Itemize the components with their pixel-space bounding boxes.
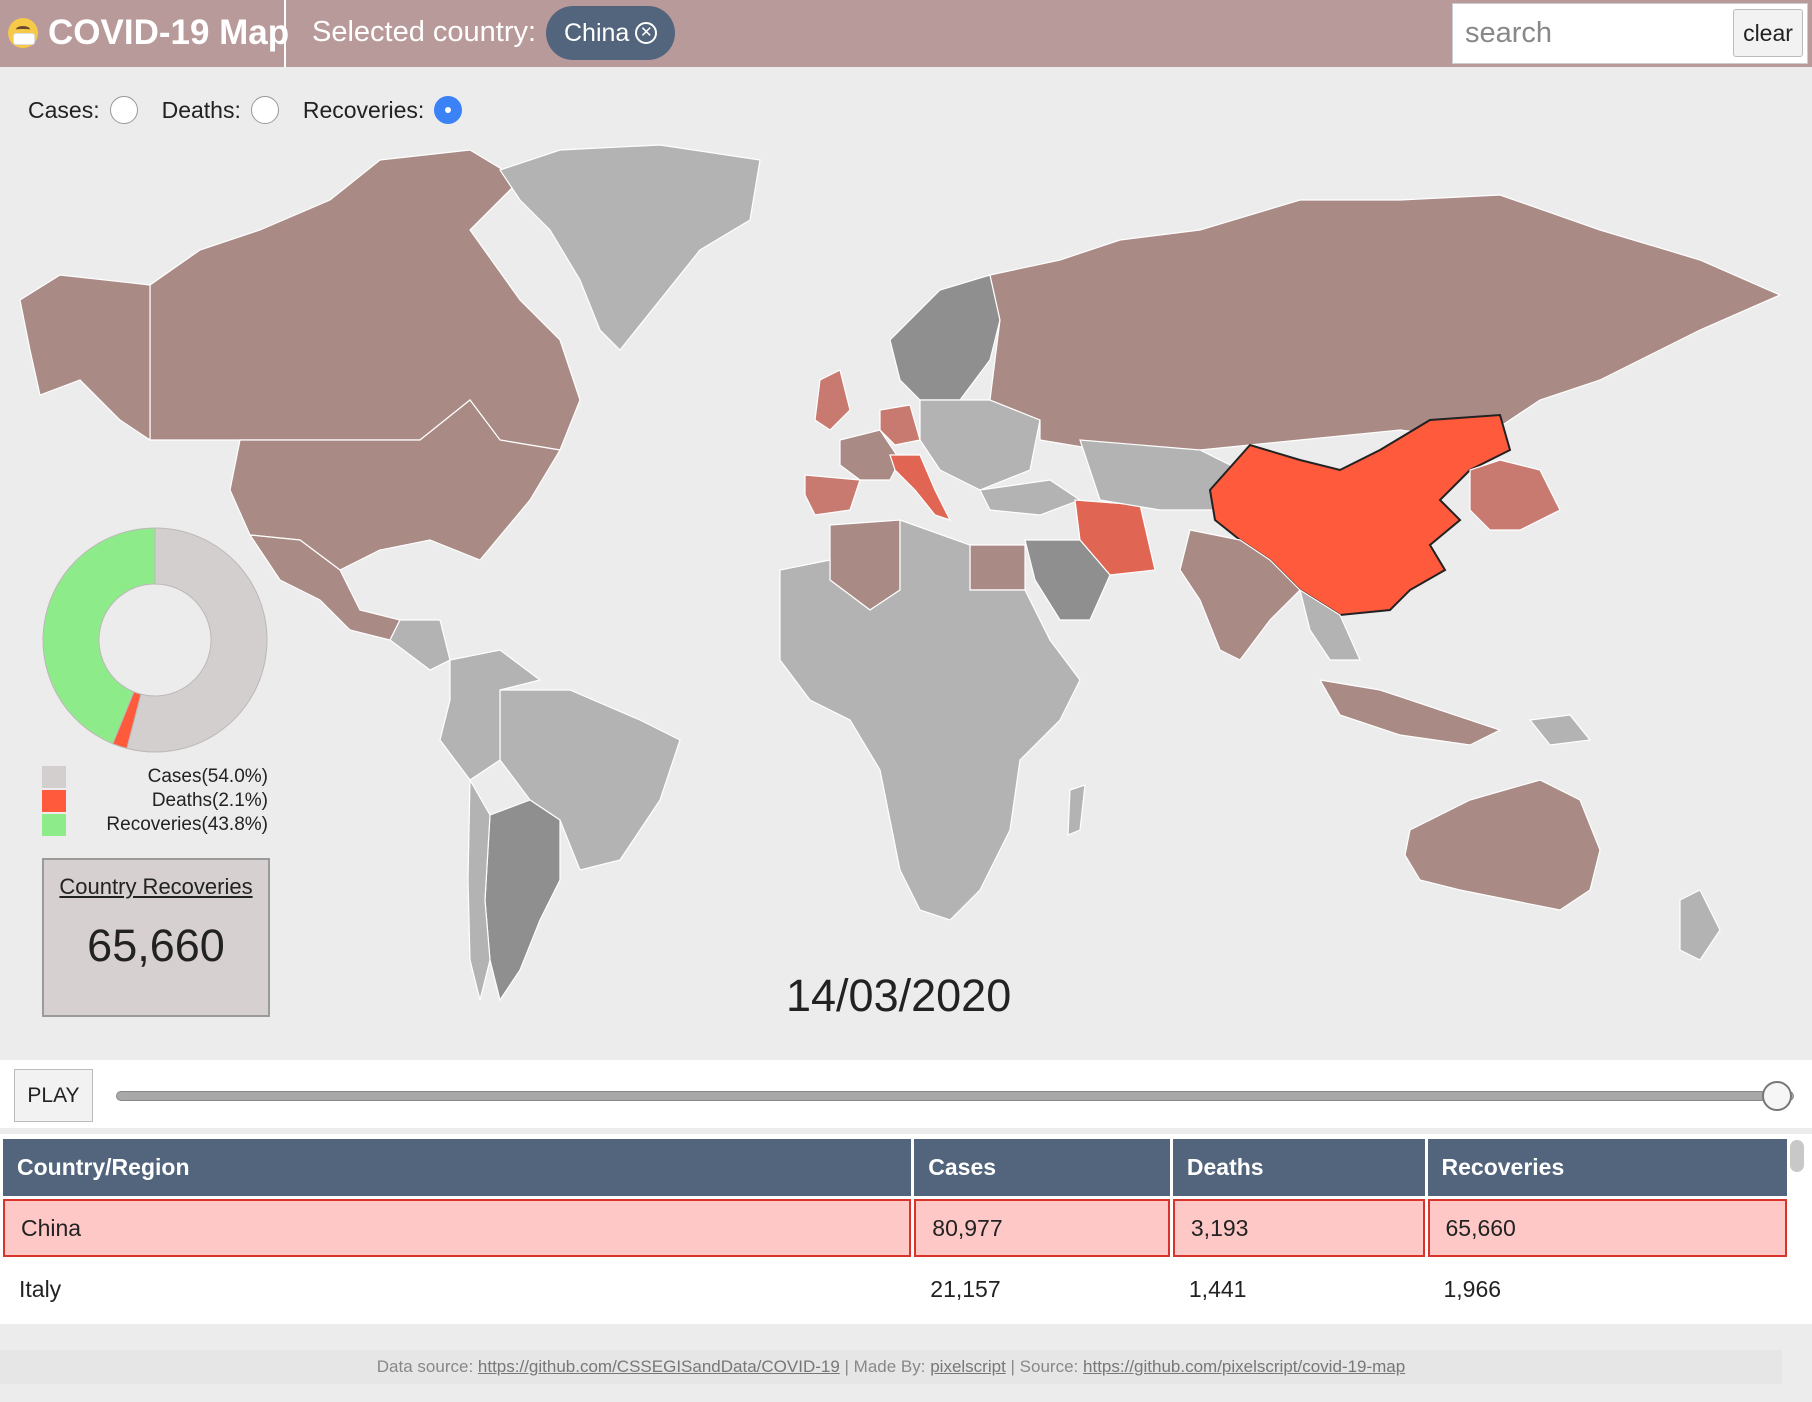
table-header-row: Country/Region Cases Deaths Recoveries	[3, 1139, 1787, 1196]
map-country-brazil[interactable]	[499, 689, 681, 871]
col-header-cases[interactable]: Cases	[914, 1139, 1170, 1196]
mode-deaths[interactable]: Deaths:	[162, 96, 279, 124]
map-country-india[interactable]	[1179, 529, 1301, 661]
map-country-alaska[interactable]	[19, 274, 151, 442]
close-icon[interactable]: ✕	[635, 22, 658, 44]
map-date: 14/03/2020	[786, 970, 1012, 1021]
map-country-italy[interactable]	[889, 454, 952, 522]
legend-label-deaths: Deaths(2.1%)	[151, 790, 268, 811]
map-country-scandinavia[interactable]	[889, 274, 1001, 401]
footer-data-source-label: Data source:	[376, 1357, 474, 1376]
donut-legend: Cases(54.0%) Deaths(2.1%) Recoveries(43.…	[42, 765, 268, 837]
search-box: clear	[1452, 3, 1808, 64]
map-country-turkey[interactable]	[979, 479, 1082, 516]
app-header: COVID-19 Map Selected country: China ✕ c…	[0, 0, 1812, 67]
mode-deaths-label: Deaths:	[161, 96, 241, 123]
map-country-argentina[interactable]	[484, 799, 561, 1002]
footer: Data source: https://github.com/CSSEGISa…	[0, 1350, 1782, 1384]
cell-recoveries: 65,660	[1427, 1199, 1787, 1257]
footer-made-by-label: | Made By:	[844, 1357, 926, 1376]
map-country-russia[interactable]	[989, 194, 1782, 451]
cell-country: China	[3, 1199, 912, 1257]
footer-made-by-link[interactable]: pixelscript	[930, 1357, 1006, 1376]
search-input[interactable]	[1453, 4, 1731, 63]
stat-title: Country Recoveries	[59, 874, 253, 899]
map-country-canada[interactable]	[149, 149, 581, 451]
mode-cases-label: Cases:	[28, 96, 100, 123]
legend-swatch-cases	[42, 766, 66, 788]
mask-face-icon	[8, 18, 38, 48]
timeline-slider[interactable]	[116, 1091, 1794, 1101]
mode-deaths-radio[interactable]	[250, 96, 279, 124]
map-country-madagascar[interactable]	[1067, 784, 1086, 836]
footer-source-label: | Source:	[1010, 1357, 1079, 1376]
map-country-arabia[interactable]	[1024, 539, 1111, 621]
legend-row-cases: Cases(54.0%)	[42, 765, 268, 789]
legend-swatch-recoveries	[42, 814, 66, 836]
table-row[interactable]: Italy 21,157 1,441 1,966	[3, 1260, 1787, 1318]
footer-data-source-link[interactable]: https://github.com/CSSEGISandData/COVID-…	[477, 1357, 840, 1376]
header-divider	[284, 0, 286, 67]
clear-button[interactable]: clear	[1733, 9, 1803, 57]
map-country-egypt[interactable]	[969, 544, 1026, 591]
mode-recoveries[interactable]: Recoveries:	[302, 96, 463, 124]
legend-label-recoveries: Recoveries(43.8%)	[106, 814, 268, 835]
mode-selector: Cases: Deaths: Recoveries:	[28, 96, 486, 124]
play-button[interactable]: PLAY	[14, 1069, 93, 1122]
mode-cases-radio[interactable]	[109, 96, 138, 124]
col-header-deaths[interactable]: Deaths	[1172, 1139, 1425, 1196]
mode-recoveries-radio[interactable]	[434, 96, 463, 124]
table-row[interactable]: China 80,977 3,193 65,660	[3, 1199, 1787, 1257]
map-country-eastern-europe[interactable]	[919, 399, 1041, 491]
donut-slice-cases	[126, 527, 268, 753]
map-country-indonesia[interactable]	[1318, 679, 1502, 746]
table-scrollbar[interactable]	[1790, 1140, 1804, 1172]
cell-deaths: 3,193	[1172, 1199, 1425, 1257]
app-title: COVID-19 Map	[8, 8, 289, 58]
mode-recoveries-label: Recoveries:	[302, 96, 425, 123]
app-title-text: COVID-19 Map	[48, 13, 290, 52]
selected-country-chip[interactable]: China ✕	[546, 6, 676, 60]
timeline-slider-thumb[interactable]	[1762, 1081, 1793, 1111]
world-map[interactable]	[0, 130, 1812, 1010]
map-country-greenland[interactable]	[499, 144, 761, 351]
legend-row-recoveries: Recoveries(43.8%)	[42, 813, 268, 837]
map-country-papua[interactable]	[1528, 714, 1592, 746]
map-country-africa[interactable]	[779, 519, 1081, 921]
col-header-country[interactable]: Country/Region	[3, 1139, 912, 1196]
stat-value: 65,660	[87, 920, 225, 971]
map-country-spain[interactable]	[804, 474, 861, 516]
map-country-nw-south-america[interactable]	[439, 649, 542, 781]
col-header-recoveries[interactable]: Recoveries	[1427, 1139, 1787, 1196]
country-stat-box: Country Recoveries 65,660	[42, 858, 270, 1017]
map-country-australia[interactable]	[1404, 779, 1601, 911]
cell-country: Italy	[19, 1275, 62, 1302]
footer-source-link[interactable]: https://github.com/pixelscript/covid-19-…	[1083, 1357, 1406, 1376]
legend-swatch-deaths	[42, 790, 66, 812]
donut-chart	[42, 527, 268, 753]
legend-label-cases: Cases(54.0%)	[147, 766, 268, 787]
map-country-new-zealand[interactable]	[1679, 889, 1721, 961]
cell-cases: 80,977	[914, 1199, 1170, 1257]
map-country-germany[interactable]	[879, 404, 921, 446]
timeline-bar: PLAY	[0, 1060, 1812, 1128]
map-country-uk[interactable]	[814, 369, 851, 431]
selected-country-name: China	[564, 18, 630, 47]
map-country-korea-japan[interactable]	[1469, 459, 1561, 531]
cell-recoveries: 1,966	[1443, 1275, 1502, 1302]
mode-cases[interactable]: Cases:	[28, 96, 138, 124]
cell-cases: 21,157	[930, 1275, 1001, 1302]
cell-deaths: 1,441	[1188, 1275, 1247, 1302]
donut-slice-recoveries	[42, 527, 156, 745]
map-country-chile[interactable]	[467, 777, 491, 1001]
legend-row-deaths: Deaths(2.1%)	[42, 789, 268, 813]
map-country-central-america[interactable]	[389, 619, 451, 671]
map-country-southeast-asia[interactable]	[1299, 588, 1361, 661]
selected-country-label: Selected country:	[312, 16, 537, 48]
country-table: Country/Region Cases Deaths Recoveries C…	[0, 1136, 1790, 1321]
